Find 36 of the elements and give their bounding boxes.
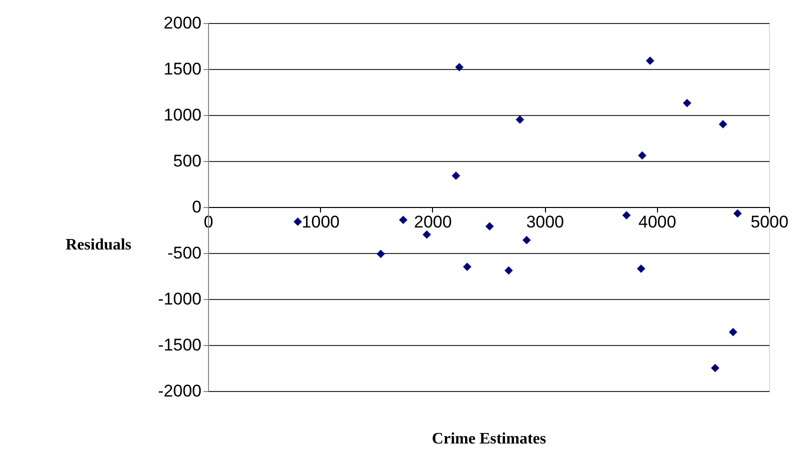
y-tick-label: -500 xyxy=(167,244,202,262)
point xyxy=(399,216,408,224)
x-tick-label: 2000 xyxy=(414,212,452,232)
point xyxy=(516,115,524,124)
point xyxy=(636,264,646,273)
y-tick-label: -1000 xyxy=(158,290,202,308)
y-axis-title: Residuals xyxy=(66,236,132,254)
y-tick-label: 2000 xyxy=(164,14,202,32)
x-tick-label: 5000 xyxy=(750,212,788,232)
y-tick-label: -1500 xyxy=(158,336,202,354)
y-tick-label: 1000 xyxy=(164,106,202,124)
point xyxy=(622,211,631,220)
x-tick-label: 4000 xyxy=(638,212,676,232)
point xyxy=(728,328,738,336)
point xyxy=(452,172,460,180)
y-tick-label: 500 xyxy=(173,152,202,170)
y-tick-label: 0 xyxy=(192,198,202,216)
y-tick-label: 1500 xyxy=(164,60,202,78)
point xyxy=(718,120,728,128)
y-tick-label: -2000 xyxy=(158,382,202,400)
x-axis-title: Crime Estimates xyxy=(432,430,546,448)
point xyxy=(522,236,531,244)
x-tick-label: 3000 xyxy=(526,212,564,232)
point xyxy=(638,151,646,160)
point xyxy=(463,262,472,271)
point xyxy=(455,62,464,72)
point xyxy=(733,209,742,218)
point xyxy=(485,222,494,231)
point xyxy=(422,230,431,239)
point xyxy=(504,266,513,275)
point xyxy=(294,218,302,226)
point xyxy=(710,364,720,372)
point xyxy=(376,250,385,258)
point xyxy=(646,56,654,65)
point xyxy=(682,98,692,108)
x-tick-label: 1000 xyxy=(302,212,340,232)
